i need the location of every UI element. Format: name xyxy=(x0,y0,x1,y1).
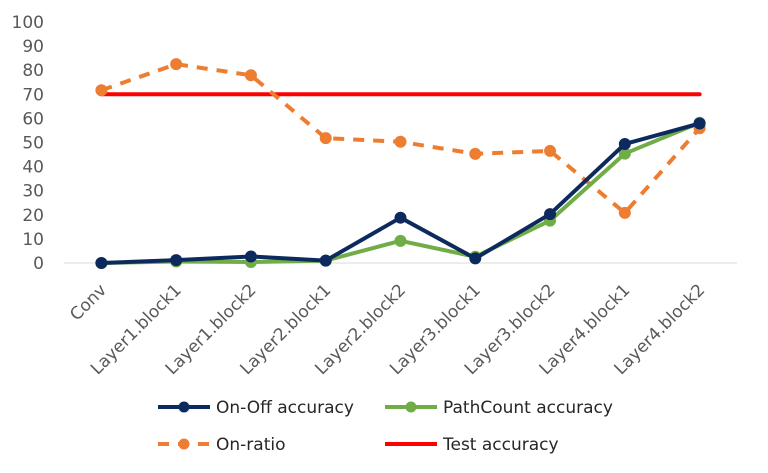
data-point xyxy=(394,234,407,247)
data-point xyxy=(394,135,407,148)
x-tick-label: Conv xyxy=(66,280,111,325)
y-tick-label: 30 xyxy=(22,182,44,202)
legend-label: PathCount accuracy xyxy=(443,398,613,418)
data-point xyxy=(693,117,706,130)
series-on-off-accuracy xyxy=(95,117,706,269)
data-point xyxy=(95,257,108,269)
y-tick-label: 10 xyxy=(22,230,44,250)
data-point xyxy=(319,254,332,267)
legend-marker xyxy=(178,401,190,413)
legend-label: On-ratio xyxy=(216,435,286,455)
y-tick-label: 60 xyxy=(22,109,44,129)
legend-label: Test accuracy xyxy=(442,435,559,455)
data-point xyxy=(618,206,631,219)
legend-item: Test accuracy xyxy=(385,435,559,455)
legend: On-Off accuracy PathCount accuracy On-rati… xyxy=(158,398,613,455)
data-point xyxy=(95,84,108,97)
legend-marker xyxy=(405,401,417,413)
y-tick-label: 40 xyxy=(22,158,44,178)
y-tick-label: 0 xyxy=(33,254,44,274)
data-point xyxy=(319,132,332,145)
legend-item: On-ratio xyxy=(158,435,286,455)
y-tick-label: 80 xyxy=(22,61,44,81)
series-layer xyxy=(95,58,706,269)
legend-item: PathCount accuracy xyxy=(385,398,613,418)
data-point xyxy=(469,147,482,160)
legend-item: On-Off accuracy xyxy=(158,398,354,418)
y-tick-label: 100 xyxy=(12,13,44,33)
data-point xyxy=(244,250,257,263)
series-on-ratio xyxy=(95,58,706,219)
data-point xyxy=(394,211,407,224)
legend-label: On-Off accuracy xyxy=(216,398,354,418)
y-tick-label: 70 xyxy=(22,85,44,105)
data-point xyxy=(244,69,257,82)
data-point xyxy=(618,137,631,150)
x-axis: ConvLayer1.block1Layer1.block2Layer2.blo… xyxy=(64,262,737,379)
data-point xyxy=(469,252,482,265)
legend-marker xyxy=(178,438,190,450)
data-point xyxy=(170,254,183,267)
y-tick-label: 20 xyxy=(22,206,44,226)
y-tick-label: 50 xyxy=(22,134,44,154)
y-axis: 0 10 20 30 40 50 60 70 80 90 100 xyxy=(12,13,44,274)
data-point xyxy=(544,208,557,221)
y-tick-label: 90 xyxy=(22,37,44,57)
data-point xyxy=(544,144,557,157)
data-point xyxy=(170,58,183,71)
